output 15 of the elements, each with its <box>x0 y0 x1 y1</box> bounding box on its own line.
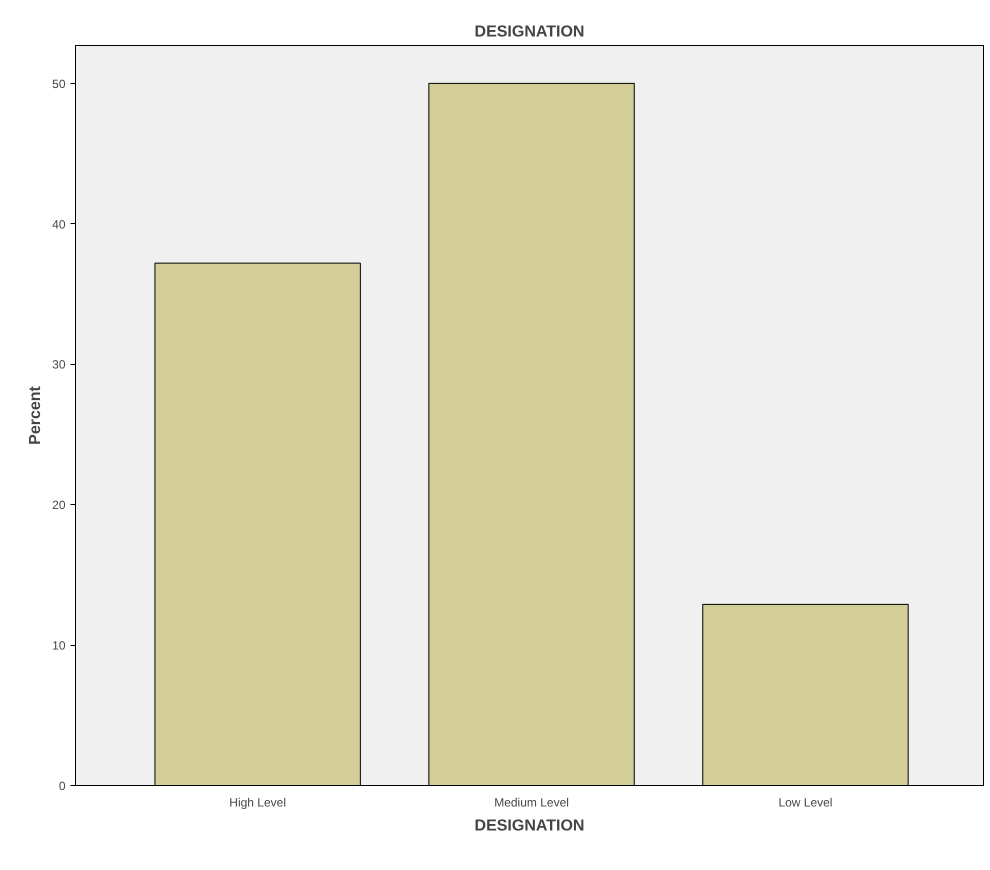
bar <box>702 604 909 786</box>
y-tick-label: 20 <box>52 498 66 512</box>
x-tick-label: Medium Level <box>494 796 569 810</box>
bar <box>154 262 361 786</box>
x-tick-label: High Level <box>229 796 286 810</box>
y-axis-title: Percent <box>27 385 44 445</box>
bar <box>428 82 635 786</box>
x-tick-label: Low Level <box>778 796 832 810</box>
y-tick-label: 50 <box>52 76 66 91</box>
chart-title: DESIGNATION <box>474 24 584 40</box>
y-tick-label: 40 <box>52 217 66 232</box>
y-tick-label: 30 <box>52 358 66 372</box>
y-tick-label: 10 <box>52 638 66 653</box>
x-axis-title: DESIGNATION <box>474 818 584 834</box>
y-tick-label: 0 <box>58 779 66 793</box>
